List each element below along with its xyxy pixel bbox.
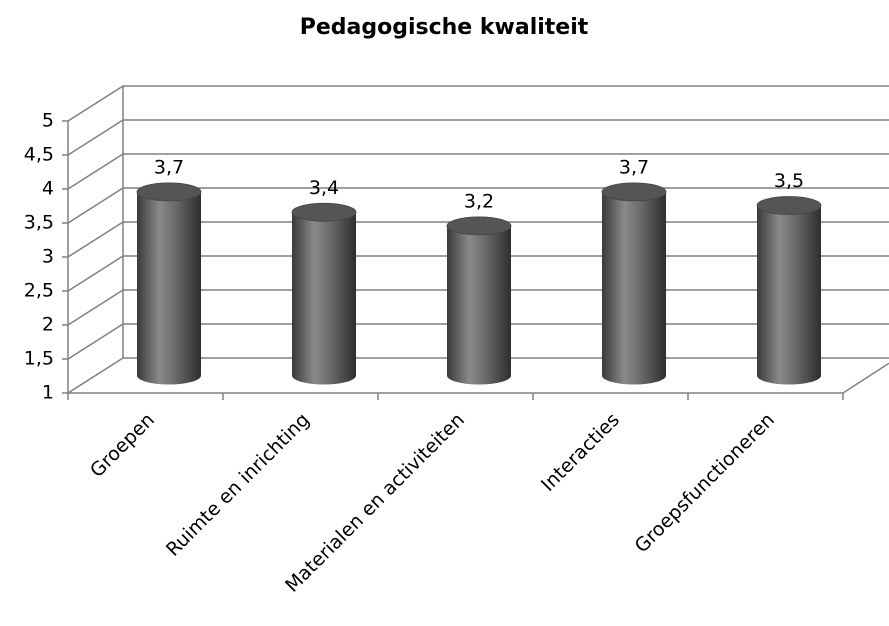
value-label: 3,5 (774, 170, 804, 192)
grid-line (67, 119, 889, 156)
y-tick-label: 3,5 (24, 212, 54, 234)
y-tick-label: 1,5 (24, 348, 54, 370)
y-tick-label: 3 (42, 246, 54, 268)
y-tick-label: 4,5 (24, 144, 54, 166)
chart-title: Pedagogische kwaliteit (300, 15, 589, 40)
bar (291, 202, 357, 385)
value-label: 3,4 (309, 177, 339, 199)
y-tick-label: 2 (42, 314, 54, 336)
value-label: 3,7 (619, 156, 649, 178)
bar (756, 196, 822, 385)
x-tick-label: Interacties (537, 409, 624, 496)
y-tick-label: 4 (42, 178, 54, 200)
y-tick-label: 1 (42, 382, 54, 404)
x-tick-label: Groepen (86, 409, 159, 482)
bar (446, 216, 512, 385)
grid-line (67, 85, 889, 122)
bar (601, 182, 667, 385)
x-tick-label: Materialen en activiteiten (281, 409, 469, 597)
x-tick-label: Groepsfunctioneren (631, 409, 779, 557)
value-label: 3,2 (464, 190, 494, 212)
y-tick-label: 2,5 (24, 280, 54, 302)
value-label: 3,7 (154, 156, 184, 178)
grid-line (67, 153, 889, 190)
y-tick-label: 5 (42, 110, 54, 132)
x-tick-label: Ruimte en inrichting (162, 409, 314, 561)
bar (136, 182, 202, 385)
